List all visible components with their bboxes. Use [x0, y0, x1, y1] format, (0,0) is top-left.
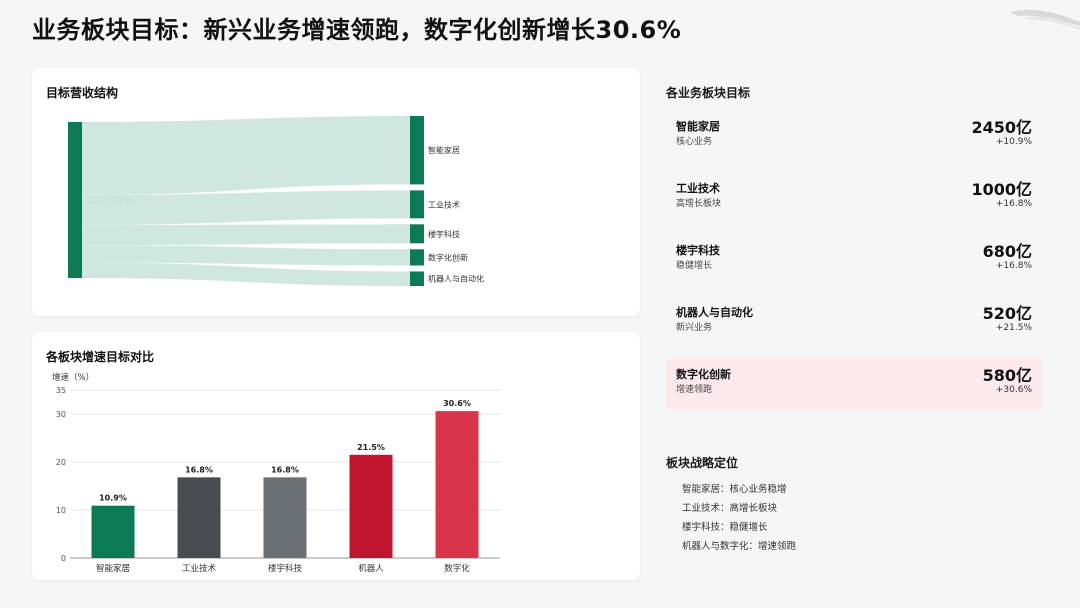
positioning-item: 楼宇科技：稳健增长: [682, 522, 768, 533]
bar: [263, 477, 307, 558]
segment-panel: 各业务板块目标 智能家居 核心业务 2450亿 +10.9% 工业技术 高增长板…: [658, 68, 1058, 568]
segment-growth: +30.6%: [995, 385, 1032, 395]
segment-growth: +10.9%: [995, 137, 1032, 147]
y-tick-label: 30: [56, 410, 66, 419]
sankey-flow: [82, 190, 410, 225]
segment-growth: +16.8%: [995, 261, 1032, 271]
segment-item-digital: 数字化创新 增速领跑 580亿 +30.6%: [666, 358, 1042, 410]
sankey-target-label: 楼宇科技: [428, 229, 460, 239]
bar: [177, 477, 221, 558]
positioning-item: 智能家居：核心业务稳增: [682, 484, 787, 495]
segment-item-industrial: 工业技术 高增长板块 1000亿 +16.8%: [666, 172, 1042, 224]
y-tick-label: 20: [56, 458, 66, 467]
bar-data-label: 16.8%: [271, 465, 299, 474]
segment-name: 数字化创新: [676, 368, 731, 381]
bar: [349, 454, 393, 558]
segment-name: 楼宇科技: [676, 244, 720, 257]
sankey-flow: [82, 262, 410, 286]
sankey-target-node: [410, 249, 424, 266]
segments-title: 各业务板块目标: [666, 86, 751, 100]
bar-data-label: 30.6%: [443, 399, 471, 408]
sankey-target-node: [410, 116, 424, 185]
sankey-target-node: [410, 271, 424, 286]
segment-value: 2450亿: [971, 118, 1032, 137]
bar-data-label: 21.5%: [357, 443, 385, 452]
bar: [435, 411, 479, 558]
segment-value: 520亿: [982, 304, 1032, 323]
bar-data-label: 16.8%: [185, 465, 213, 474]
bar: [91, 505, 135, 558]
x-tick-label: 楼宇科技: [268, 563, 303, 574]
sankey-title: 目标营收结构: [46, 86, 119, 100]
sankey-target-label: 工业技术: [428, 199, 460, 209]
segment-subtitle: 稳健增长: [676, 261, 713, 271]
segment-item-robotics: 机器人与自动化 新兴业务 520亿 +21.5%: [666, 296, 1042, 348]
x-tick-label: 工业技术: [182, 563, 217, 574]
sankey-target-node: [410, 190, 424, 219]
sankey-target-label: 数字化创新: [428, 252, 468, 262]
sankey-target-label: 机器人与自动化: [428, 274, 484, 284]
sankey-target-node: [410, 224, 424, 244]
y-tick-label: 10: [56, 506, 66, 515]
positioning-item: 机器人与数字化：增速领跑: [682, 541, 797, 552]
segment-growth: +21.5%: [995, 323, 1032, 333]
segment-name: 机器人与自动化: [676, 306, 753, 319]
positioning-title: 板块战略定位: [666, 456, 739, 470]
sankey-target-label: 智能家居: [428, 145, 460, 155]
sankey-flow: [82, 245, 410, 266]
y-tick-label: 35: [56, 386, 66, 395]
segment-name: 工业技术: [676, 182, 720, 195]
segment-name: 智能家居: [676, 120, 720, 133]
bar-chart-title: 各板块增速目标对比: [46, 350, 155, 364]
corner-decoration: [1010, 9, 1080, 30]
segment-value: 1000亿: [971, 180, 1032, 199]
page-title: 业务板块目标：新兴业务增速领跑，数字化创新增长30.6%: [32, 16, 682, 44]
sankey-flow: [82, 116, 410, 196]
x-tick-label: 数字化: [444, 563, 470, 574]
growth-comparison-card: 各板块增速目标对比 增速（%） 0 10 20 30 35 10.9% 智能家居 16.8% 工业…: [32, 332, 640, 580]
revenue-structure-card: 目标营收结构 2026年目标智能家居工业技术楼宇科技数字化创新机器人与自动化: [32, 68, 640, 316]
segment-item-smart-home: 智能家居 核心业务 2450亿 +10.9%: [666, 110, 1042, 162]
x-tick-label: 机器人: [358, 563, 384, 574]
segment-subtitle: 核心业务: [676, 137, 713, 147]
sankey-source-node: [68, 122, 82, 278]
segment-subtitle: 增速领跑: [676, 385, 713, 395]
segment-value: 680亿: [982, 242, 1032, 261]
segment-growth: +16.8%: [995, 199, 1032, 209]
x-tick-label: 智能家居: [96, 563, 130, 574]
bar-data-label: 10.9%: [99, 494, 127, 503]
segment-item-building: 楼宇科技 稳健增长 680亿 +16.8%: [666, 234, 1042, 286]
growth-bar-chart: 增速（%） 0 10 20 30 35 10.9% 智能家居 16.8% 工业技术 16.8% 楼宇科…: [52, 372, 500, 574]
y-tick-label: 0: [61, 554, 66, 563]
sankey-chart: 2026年目标智能家居工业技术楼宇科技数字化创新机器人与自动化: [68, 116, 484, 286]
sankey-flow: [82, 224, 410, 246]
segment-subtitle: 新兴业务: [676, 323, 713, 333]
segment-value: 580亿: [982, 366, 1032, 385]
positioning-item: 工业技术：高增长板块: [682, 503, 778, 514]
segment-subtitle: 高增长板块: [676, 199, 722, 209]
y-axis-label: 增速（%）: [52, 372, 94, 383]
